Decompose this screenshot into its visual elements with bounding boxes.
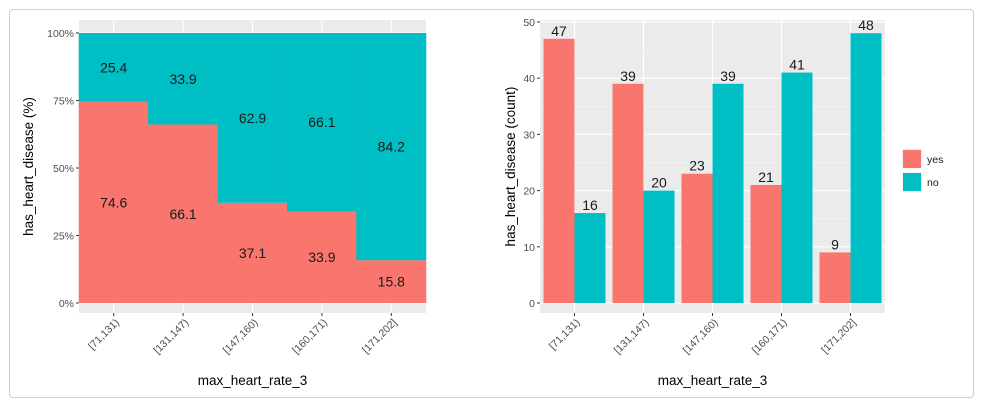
data-label-yes: 47 (551, 23, 567, 39)
y-tick-label: 20 (523, 186, 535, 198)
x-tick-label: [147,160) (221, 317, 261, 357)
bar-no (850, 33, 882, 303)
y-tick-label: 0% (59, 298, 74, 310)
bar-no (712, 83, 744, 304)
bar-yes (819, 252, 851, 303)
legend-label-no: no (927, 177, 939, 189)
x-tick-label: [160,171) (290, 317, 330, 357)
data-label-yes: 74.6 (100, 194, 127, 210)
bar-yes (612, 83, 644, 304)
x-tick-label: [160,171) (750, 317, 790, 357)
bar-no (356, 33, 427, 261)
bar-yes (148, 124, 219, 303)
x-tick-label: [147,160) (681, 317, 721, 357)
data-label-no: 62.9 (239, 110, 266, 126)
x-tick-label: [71,131) (86, 317, 122, 353)
x-tick-label: [171,202] (819, 317, 859, 357)
x-tick-label: [171,202] (360, 317, 400, 357)
x-axis-title: max_heart_rate_3 (198, 373, 308, 388)
bar-no (217, 33, 288, 203)
bar-yes (217, 202, 288, 303)
data-label-no: 16 (582, 197, 598, 213)
legend: yes no (902, 149, 943, 192)
y-tick-label: 10 (523, 242, 535, 254)
data-label-no: 66.1 (308, 114, 335, 130)
data-label-no: 39 (720, 68, 736, 84)
y-tick-label: 40 (523, 73, 535, 85)
bar-yes (681, 173, 713, 303)
data-label-yes: 23 (689, 158, 705, 174)
bar-no (643, 190, 675, 303)
x-axis-title: max_heart_rate_3 (658, 373, 768, 388)
data-label-no: 25.4 (100, 59, 127, 75)
y-tick-label: 25% (53, 231, 74, 243)
data-label-no: 20 (651, 175, 667, 191)
data-label-yes: 33.9 (308, 249, 335, 265)
bar-no (781, 72, 813, 303)
x-tick-label: [131,147) (612, 317, 652, 357)
legend-label-yes: yes (927, 154, 943, 166)
data-label-no: 48 (858, 17, 874, 33)
bar-yes (543, 38, 575, 304)
data-label-yes: 39 (620, 68, 636, 84)
data-label-yes: 21 (758, 169, 774, 185)
bar-no (148, 33, 219, 125)
bar-yes (78, 101, 149, 303)
bar-yes (750, 184, 782, 303)
legend-swatch-no (903, 173, 921, 191)
y-tick-label: 30 (523, 129, 535, 141)
y-tick-label: 0 (529, 298, 535, 310)
data-label-no: 33.9 (169, 71, 196, 87)
data-label-yes: 15.8 (378, 274, 405, 290)
bar-no (286, 33, 357, 212)
chart-2: 0 10 20 30 40 50 47 16 [71,131) 39 20 [131,147) 23 39… (503, 17, 943, 388)
data-label-yes: 66.1 (169, 206, 196, 222)
data-label-no: 84.2 (378, 139, 405, 155)
x-tick-label: [131,147) (151, 317, 191, 357)
y-tick-label: 50 (523, 17, 535, 29)
y-tick-label: 75% (53, 96, 74, 108)
y-axis-title: has_heart_disease (count) (503, 87, 518, 247)
y-tick-label: 100% (47, 28, 74, 40)
bar-yes (356, 260, 427, 303)
legend-swatch-yes (903, 150, 921, 168)
bar-no (574, 213, 606, 303)
y-tick-label: 50% (53, 163, 74, 175)
data-label-yes: 9 (831, 236, 839, 252)
x-tick-label: [71,131) (547, 317, 583, 353)
chart-1: 0% 25% 50% 75% 100% 25.4 74.6 [71,131) 33.9 66.1 [… (21, 20, 427, 388)
data-label-yes: 37.1 (239, 245, 266, 261)
bar-no (78, 33, 149, 102)
data-label-no: 41 (789, 57, 805, 73)
bar-yes (286, 211, 357, 303)
y-axis-title: has_heart_disease (%) (21, 97, 36, 236)
